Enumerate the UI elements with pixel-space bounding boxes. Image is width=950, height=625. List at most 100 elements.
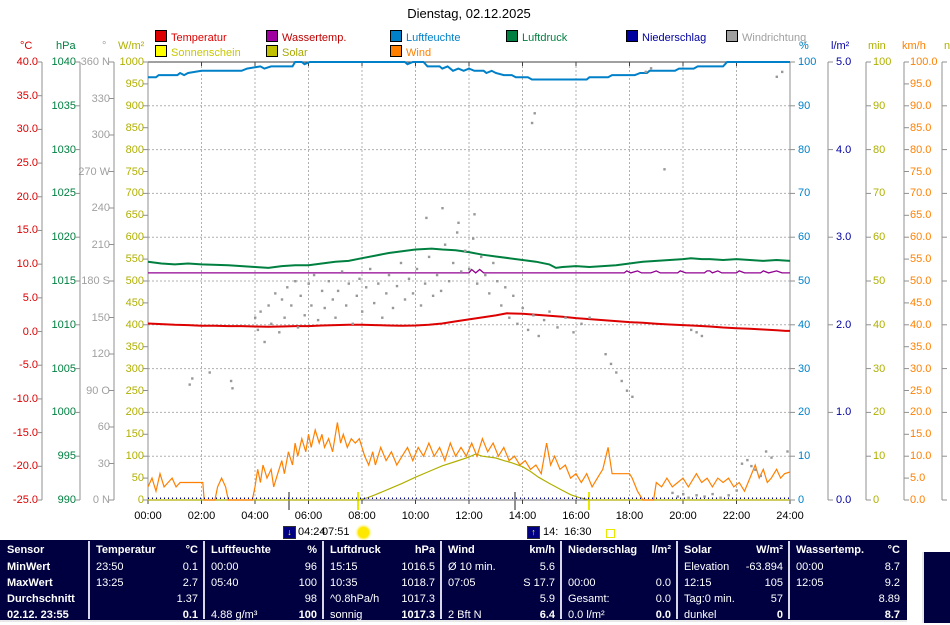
table-row: 98 (211, 591, 317, 607)
series-windrichtung-dot (320, 289, 324, 293)
series-windrichtung-dot (358, 277, 361, 280)
table-cell-label: MaxWert (7, 577, 53, 589)
table-row: 5.9 (448, 591, 555, 607)
legend-label: Luftdruck (522, 32, 568, 44)
series-windrichtung-dot (500, 304, 503, 307)
series-wind (147, 422, 791, 501)
series-windrichtung-dot (537, 334, 540, 338)
legend-label: Wind (406, 47, 432, 59)
page-title: Dienstag, 02.12.2025 (407, 6, 531, 21)
table-cell-value: 1018.7 (401, 577, 435, 589)
time-label: 00:00 (134, 510, 162, 522)
tick-label-wind: 40.0 (910, 318, 932, 331)
table-cell-value: 9.2 (884, 577, 900, 589)
tick-label-deg: 330 (91, 92, 110, 105)
table-cell-value: 57 (770, 593, 783, 605)
tick-label-wind: 15.0 (910, 428, 932, 441)
series-windrichtung-dot (740, 462, 744, 465)
series-windrichtung-dot (530, 121, 534, 125)
tick-label-deg: 120 (91, 348, 110, 360)
sunrise-time: 07:51 (322, 526, 350, 538)
series-windrichtung-dot (439, 289, 443, 293)
tick-label-sunmin: 60 (873, 231, 886, 244)
tick-label-hum: 80 (798, 143, 811, 156)
tick-label-solar: 950 (125, 77, 144, 90)
tick-label-wind: 5.0 (910, 472, 926, 485)
legend-color-swatch (155, 45, 167, 57)
table-cell-value: 0.0 (655, 609, 671, 621)
table-row (568, 559, 671, 575)
tick-label-solar: 850 (125, 121, 144, 134)
series-windrichtung-dot (278, 331, 281, 334)
table-row: 1.37 (96, 591, 198, 607)
series-windrichtung-dot (548, 310, 551, 313)
table-header-label: Solar (684, 544, 712, 556)
table-cell-value: 0.0 (655, 593, 671, 605)
series-temperatur (147, 312, 790, 332)
tick-label-solar: 600 (125, 231, 144, 244)
table-header-unit: l/m² (651, 544, 671, 556)
time-label: 02:00 (187, 510, 216, 522)
table-cell-value: 1017.3 (401, 593, 435, 605)
series-windrichtung-dot (365, 286, 368, 289)
series-windrichtung-dot (609, 362, 613, 366)
table-cell-label: Ø 10 min. (448, 561, 496, 573)
tick-label-rain: 1.0 (836, 406, 852, 419)
legend-color-swatch (390, 45, 402, 57)
tick-label-deg: 30 (97, 457, 110, 470)
time-label: 08:00 (348, 510, 376, 522)
table-header: Solar W/m² (684, 542, 783, 558)
table-header: Sensor (7, 542, 83, 558)
series-windrichtung-dot (496, 280, 499, 283)
legend-color-swatch (390, 30, 402, 42)
series-windrichtung-dot (286, 286, 289, 289)
legend-item-windrichtung: Windrichtung (726, 30, 806, 44)
table-cell-label: Durchschnitt (7, 593, 75, 605)
series-windrichtung-dot (521, 306, 524, 310)
table-cell-value: 1016.5 (401, 561, 435, 573)
table-cell-value: 1.37 (176, 593, 198, 605)
table-header-unit: % (307, 544, 317, 556)
series-windrichtung-dot (361, 310, 364, 313)
table-row: MaxWert (7, 575, 83, 591)
legend-label: Temperatur (171, 32, 227, 44)
table-cell-value: 98 (304, 593, 317, 605)
table-row: 07:05 S 17.7 (448, 575, 555, 591)
table-cell-value: 2.7 (182, 577, 198, 589)
table-row: 8.89 (796, 591, 900, 607)
time-label: 16:00 (562, 510, 590, 522)
moonset-time: 04:24 (298, 526, 326, 538)
tick-label-solar: 0 (137, 494, 144, 506)
moonset-icon: ↓ (283, 526, 296, 539)
tick-label-temp: 25.0 (16, 157, 38, 170)
series-windrichtung-dot (423, 282, 427, 285)
series-windrichtung-dot (484, 273, 487, 277)
legend-item-solar: Solar (266, 45, 308, 59)
tick-label-sunmin: 70 (873, 187, 886, 200)
series-windrichtung-dot (750, 464, 753, 468)
table-column-separator (788, 541, 790, 619)
tick-label-hpa: 1010 (51, 318, 76, 331)
table-cell-label: Elevation (684, 561, 730, 573)
series-wassertemp (148, 268, 790, 274)
table-cell-label: dunkel (684, 609, 717, 621)
series-windrichtung-dot (369, 267, 372, 271)
tick-label-wind: 65.0 (910, 209, 932, 222)
series-windrichtung-dot (781, 70, 784, 74)
tick-label-solar: 800 (125, 143, 144, 156)
tick-label-wind: 85.0 (910, 121, 932, 134)
series-windrichtung-dot (399, 261, 403, 265)
table-row: Elevation -63.894 (684, 559, 783, 575)
series-windrichtung-dot (512, 294, 515, 297)
time-label: 06:00 (294, 510, 323, 522)
table-row: 12:05 9.2 (796, 575, 900, 591)
series-windrichtung-dot (770, 456, 773, 459)
table-cell-value: 96 (304, 561, 317, 573)
tick-label-solar: 550 (125, 253, 144, 266)
series-windrichtung-dot (508, 316, 511, 319)
series-windrichtung-dot (754, 468, 757, 471)
series-windrichtung-dot (604, 353, 607, 356)
tick-label-hpa: 1030 (51, 143, 76, 156)
series-luftfeuchte (148, 61, 790, 81)
tick-label-rain: 5.0 (836, 56, 852, 68)
